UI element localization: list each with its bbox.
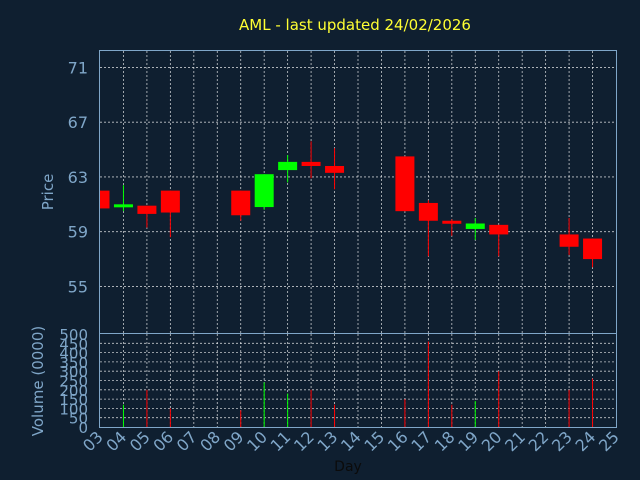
candle-body: [231, 190, 251, 216]
volume-axis-label: Volume (0000): [29, 326, 47, 436]
candle-11: [278, 155, 298, 183]
candle-body: [113, 204, 133, 208]
volume-tick-label: 100: [59, 400, 88, 418]
day-axis-ticks: 0304050607080910111213141516171819202122…: [79, 427, 623, 455]
candle-20: [489, 224, 509, 257]
candle-04: [113, 185, 133, 212]
candle-23: [559, 218, 579, 255]
candle-19: [465, 218, 485, 240]
volume-series: [122, 341, 594, 427]
candle-09: [231, 190, 251, 221]
candle-03: [99, 190, 110, 209]
candle-body: [254, 174, 274, 208]
candle-16: [395, 156, 415, 212]
volume-tick-label: 150: [59, 391, 88, 409]
volume-tick-label: 200: [59, 382, 88, 400]
volume-tick-label: 50: [69, 410, 88, 428]
volume-tick-label: 0: [78, 419, 88, 437]
candle-05: [137, 205, 157, 228]
volume-tick-label: 500: [59, 326, 88, 344]
price-tick-label: 59: [68, 223, 88, 242]
candle-06: [160, 190, 180, 238]
price-axis-ticks: 55 59 63 67 71: [68, 58, 88, 296]
candle-24: [583, 238, 603, 268]
candle-body: [489, 224, 509, 235]
candle-body: [465, 223, 485, 229]
price-tick-label: 55: [68, 277, 88, 296]
volume-tick-label: 450: [59, 335, 88, 353]
volume-gridlines: [100, 334, 616, 427]
day-tick-label: 25: [595, 427, 623, 455]
price-tick-label: 71: [68, 58, 88, 77]
candle-12: [301, 141, 321, 179]
candle-body: [395, 156, 415, 212]
candle-body: [160, 190, 180, 213]
candle-body: [301, 161, 321, 166]
price-axis-label: Price: [39, 174, 57, 211]
day-axis-label: Day: [334, 459, 362, 475]
candle-body: [559, 234, 579, 247]
candle-body: [583, 238, 603, 260]
candle-body: [442, 220, 462, 224]
price-tick-label: 63: [68, 168, 88, 187]
candle-body: [137, 205, 157, 214]
candle-10: [254, 174, 274, 210]
candle-body: [418, 202, 438, 221]
candle-13: [325, 148, 345, 190]
chart-title: AML - last updated 24/02/2026: [239, 16, 471, 34]
volume-tick-label: 250: [59, 373, 88, 391]
candle-body: [278, 161, 298, 171]
volume-tick-label: 350: [59, 354, 88, 372]
candle-body: [325, 165, 345, 173]
candle-body: [100, 190, 110, 209]
candlestick-series: [99, 141, 603, 268]
candle-17: [418, 200, 438, 257]
volume-tick-label: 300: [59, 363, 88, 381]
volume-tick-label: 400: [59, 345, 88, 363]
candle-18: [442, 219, 462, 236]
volume-plot-frame: [99, 333, 617, 428]
price-tick-label: 67: [68, 113, 88, 132]
